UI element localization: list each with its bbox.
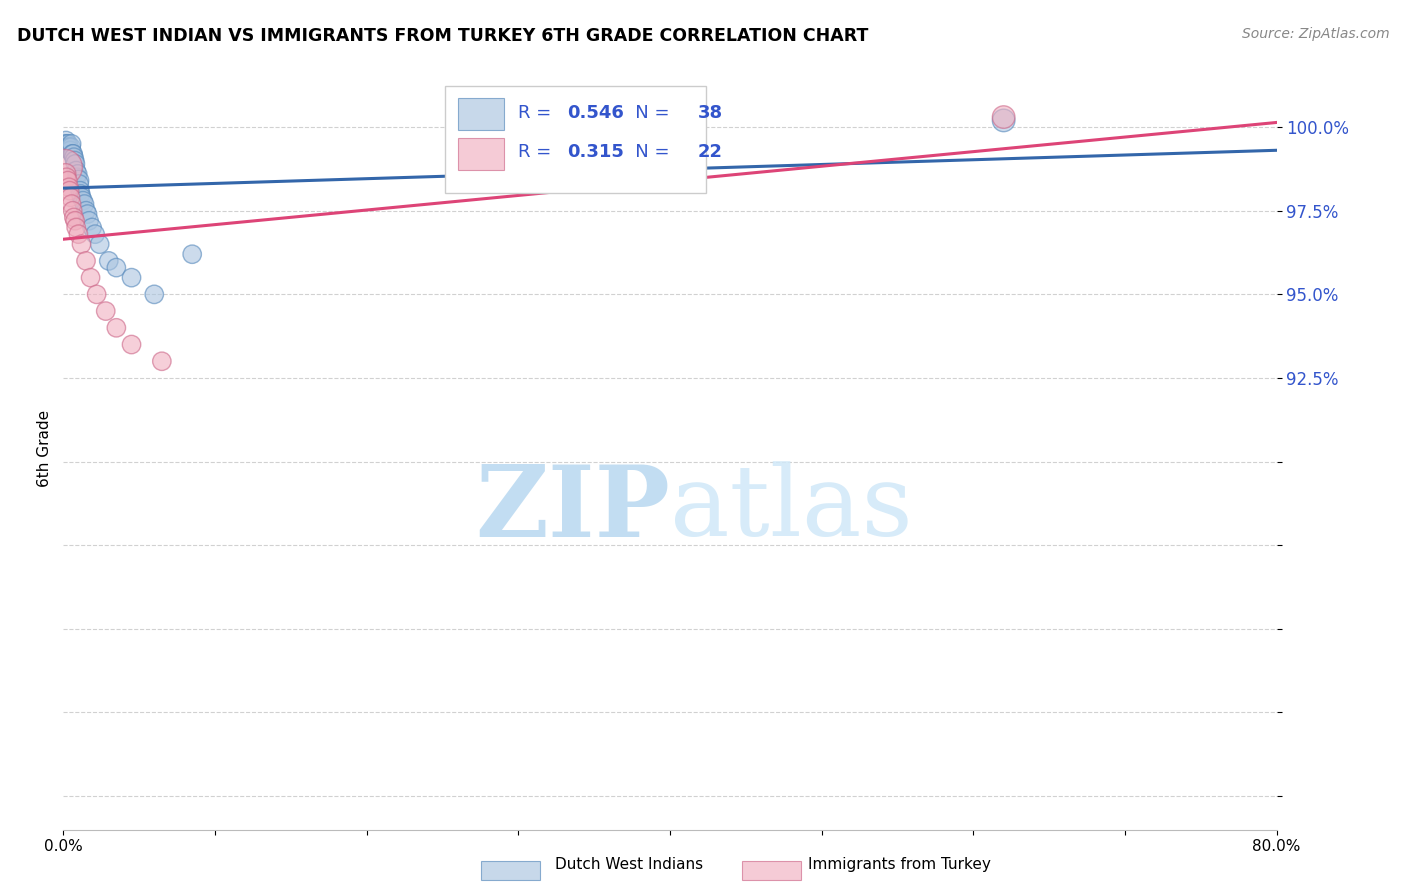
Point	[181, 247, 204, 261]
Point	[97, 253, 120, 268]
Point	[86, 287, 108, 301]
Point	[70, 190, 93, 204]
Point	[56, 140, 79, 154]
Point	[59, 144, 82, 158]
Point	[69, 186, 91, 201]
Point	[63, 213, 86, 227]
Point	[94, 304, 117, 318]
Text: N =: N =	[617, 103, 675, 121]
Text: atlas: atlas	[671, 461, 912, 558]
Text: N =: N =	[617, 144, 675, 161]
Point	[79, 270, 101, 285]
FancyBboxPatch shape	[446, 86, 706, 193]
Text: R =: R =	[519, 144, 557, 161]
Text: 22: 22	[697, 144, 723, 161]
Point	[60, 197, 83, 211]
Point	[62, 146, 84, 161]
Point	[75, 203, 97, 218]
Point	[89, 237, 111, 252]
Point	[67, 177, 90, 191]
Text: Dutch West Indians: Dutch West Indians	[555, 857, 703, 871]
Point	[75, 253, 97, 268]
Text: Source: ZipAtlas.com: Source: ZipAtlas.com	[1241, 27, 1389, 41]
Point	[63, 153, 86, 168]
Point	[105, 320, 128, 334]
Point	[63, 150, 86, 164]
Point	[56, 136, 79, 151]
Point	[70, 237, 93, 252]
Point	[105, 260, 128, 275]
Point	[53, 140, 76, 154]
FancyBboxPatch shape	[457, 138, 503, 169]
Point	[58, 140, 80, 154]
Point	[59, 144, 82, 158]
Point	[80, 220, 103, 235]
Point	[59, 190, 82, 204]
Point	[53, 136, 76, 151]
Point	[66, 170, 89, 185]
Point	[69, 184, 91, 198]
Point	[60, 136, 83, 151]
Point	[72, 194, 94, 208]
Text: 0.315: 0.315	[567, 144, 624, 161]
Point	[66, 167, 89, 181]
Point	[55, 167, 77, 181]
FancyBboxPatch shape	[457, 98, 503, 130]
Point	[63, 211, 86, 225]
Text: Immigrants from Turkey: Immigrants from Turkey	[808, 857, 991, 871]
Point	[121, 337, 143, 351]
Point	[65, 220, 87, 235]
Point	[55, 170, 77, 185]
Text: 38: 38	[697, 103, 723, 121]
Point	[993, 113, 1015, 128]
Point	[65, 163, 87, 178]
Point	[56, 173, 79, 187]
Point	[55, 136, 77, 151]
Point	[59, 184, 82, 198]
Text: ZIP: ZIP	[475, 461, 671, 558]
Point	[73, 197, 96, 211]
Point	[60, 146, 83, 161]
Point	[121, 270, 143, 285]
Text: R =: R =	[519, 103, 557, 121]
Point	[62, 203, 84, 218]
Point	[143, 287, 166, 301]
Text: 0.546: 0.546	[567, 103, 624, 121]
Point	[84, 227, 107, 242]
Point	[76, 207, 98, 221]
Point	[993, 110, 1015, 124]
Point	[67, 227, 90, 242]
Point	[67, 173, 90, 187]
Point	[58, 180, 80, 194]
Point	[60, 140, 83, 154]
Y-axis label: 6th Grade: 6th Grade	[37, 409, 52, 487]
Point	[65, 157, 87, 171]
Text: DUTCH WEST INDIAN VS IMMIGRANTS FROM TURKEY 6TH GRADE CORRELATION CHART: DUTCH WEST INDIAN VS IMMIGRANTS FROM TUR…	[17, 27, 869, 45]
Point	[150, 354, 173, 368]
Point	[53, 161, 76, 175]
Point	[55, 134, 77, 148]
Point	[77, 213, 100, 227]
